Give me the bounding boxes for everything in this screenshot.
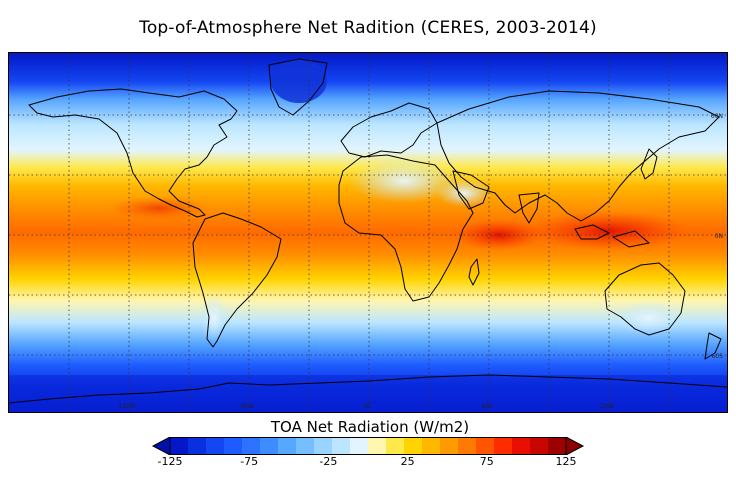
colorbar-tick: 25 (400, 455, 415, 468)
lon-label-120w: 120W (118, 403, 135, 410)
north-america-coastline (28, 88, 238, 218)
colorbar-segment (296, 437, 315, 455)
colorbar-segment (548, 437, 567, 455)
graticule (9, 53, 727, 412)
colorbar-tick: -25 (319, 455, 338, 468)
greenland-low-anomaly (271, 59, 327, 103)
colorbar-tick: -125 (157, 455, 183, 468)
colorbar-segment (404, 437, 423, 455)
africa-coastline (338, 154, 474, 302)
colorbar (151, 437, 585, 455)
madagascar-coastline (468, 258, 480, 286)
colorbar-segment (314, 437, 333, 455)
lat-label-60n: 60N (711, 113, 723, 120)
south-america-coastline (192, 212, 282, 348)
australia-low-anomaly (614, 300, 684, 336)
colorbar-segment (440, 437, 459, 455)
colorbar-segment (170, 437, 189, 455)
greenland-coastline (268, 58, 328, 116)
colorbar-frame (169, 437, 567, 455)
chart-title: Top-of-Atmosphere Net Radition (CERES, 2… (139, 18, 597, 38)
colorbar-segment (368, 437, 387, 455)
map-panel: 120W 60W 0E 60E 120E 60N 0N 60S (8, 52, 728, 413)
colorbar-tick: 75 (479, 455, 494, 468)
colorbar-segment (494, 437, 513, 455)
lon-label-60w: 60W (240, 403, 254, 410)
colorbar-segment (278, 437, 297, 455)
asia-coastline (436, 90, 720, 222)
colorbar-segment (350, 437, 369, 455)
colorbar-tick: -75 (240, 455, 259, 468)
colorbar-title: TOA Net Radiation (W/m2) (270, 418, 470, 436)
colorbar-segment (188, 437, 207, 455)
lon-label-60e: 60E (481, 403, 493, 410)
australia-coastline (604, 262, 686, 336)
colorbar-segment (260, 437, 279, 455)
indian-ocean-high-anomaly (454, 219, 544, 251)
lon-label-0e: 0E (363, 403, 371, 410)
radiation-map: 120W 60W 0E 60E 120E 60N 0N 60S (9, 53, 727, 412)
coastlines (9, 58, 727, 404)
sahara-low-anomaly (349, 159, 459, 203)
grid-labels: 120W 60W 0E 60E 120E 60N 0N 60S (118, 113, 723, 410)
colorbar-tick: 125 (555, 455, 577, 468)
antarctica-coastline (9, 374, 727, 404)
europe-coastline (340, 102, 438, 158)
arabia-low-anomaly (436, 179, 492, 207)
lat-label-0n: 0N (715, 233, 723, 240)
arabia-coastline (452, 170, 490, 210)
colorbar-segment (206, 437, 225, 455)
east-pacific-high-anomaly (109, 196, 209, 220)
lat-label-60s: 60S (712, 353, 724, 360)
colorbar-segment (242, 437, 261, 455)
lon-label-120e: 120E (599, 403, 614, 410)
colorbar-segment (476, 437, 495, 455)
colorbar-segment (332, 437, 351, 455)
colorbar-segment (458, 437, 477, 455)
japan-coastline (640, 148, 658, 180)
colorbar-segment (422, 437, 441, 455)
warm-pool-high-anomaly (529, 211, 689, 251)
colorbar-segment (386, 437, 405, 455)
colorbar-segment (512, 437, 531, 455)
colorbar-segment (530, 437, 549, 455)
andes-low-anomaly (200, 294, 228, 342)
india-coastline (518, 192, 540, 224)
colorbar-segment (224, 437, 243, 455)
maritime-continent-coastline (574, 224, 650, 248)
colorbar-under-arrow (151, 437, 171, 455)
new-zealand-coastline (704, 332, 722, 360)
colorbar-over-arrow (565, 437, 585, 455)
